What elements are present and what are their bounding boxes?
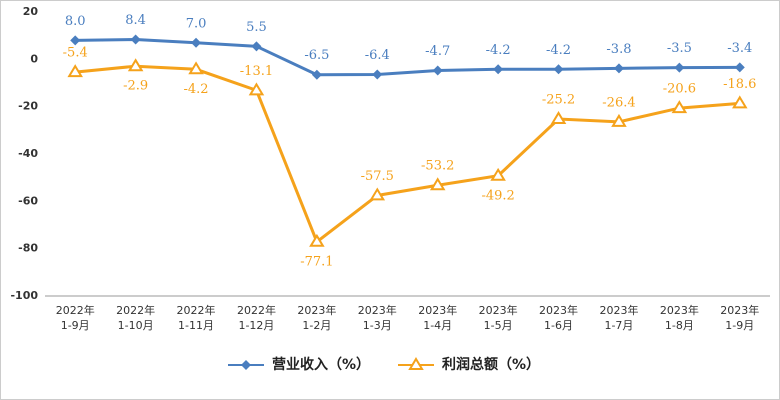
point [67, 64, 83, 78]
point [251, 41, 262, 52]
data-label: -3.5 [667, 41, 692, 56]
point [248, 82, 265, 96]
y-tick-label: -100 [10, 289, 38, 302]
x-tick-label: 2023年 1-8月 [660, 303, 699, 332]
data-label: -4.2 [184, 82, 209, 97]
y-tick-label: -20 [18, 100, 38, 113]
point [674, 62, 685, 73]
data-label: 7.0 [186, 16, 207, 31]
point [372, 69, 383, 80]
data-label: -77.1 [300, 254, 333, 269]
data-label: -4.2 [486, 43, 511, 58]
data-label: -53.2 [421, 159, 454, 174]
point [369, 187, 386, 201]
data-label: -2.9 [123, 79, 148, 94]
data-label: -4.2 [546, 43, 571, 58]
point [671, 100, 688, 114]
point [191, 37, 202, 48]
x-tick-label: 2023年 1-3月 [358, 303, 397, 332]
point [241, 360, 251, 370]
data-label: -49.2 [481, 188, 514, 203]
point [127, 58, 144, 72]
x-tick-label: 2022年 1-10月 [116, 303, 155, 332]
point [311, 69, 322, 80]
data-label: -25.2 [542, 92, 575, 107]
data-label: -57.5 [361, 169, 394, 184]
data-label: -6.5 [304, 48, 329, 63]
point [309, 233, 325, 247]
y-tick-label: 0 [30, 52, 38, 65]
line [75, 37, 740, 77]
legend-item: 利润总额（%） [398, 356, 540, 373]
point [553, 64, 564, 75]
data-label: -5.4 [63, 46, 88, 61]
line [75, 64, 740, 245]
y-tick-label: -80 [18, 242, 38, 255]
point [611, 113, 627, 127]
legend-label: 利润总额（%） [442, 356, 540, 373]
x-tick-label: 2023年 1-4月 [418, 303, 457, 332]
data-label: 8.0 [65, 14, 86, 29]
data-label: -20.6 [663, 82, 696, 97]
data-label: -6.4 [365, 48, 390, 63]
y-tick-label: -40 [18, 147, 38, 160]
point [613, 63, 624, 74]
legend-item: 营业收入（%） [228, 356, 370, 373]
data-label: -3.4 [727, 41, 752, 56]
point [493, 64, 504, 75]
point [734, 62, 745, 73]
legend-label: 营业收入（%） [272, 356, 370, 373]
x-tick-label: 2023年 1-2月 [297, 303, 336, 332]
data-label: 5.5 [246, 20, 267, 35]
data-label: -4.7 [425, 44, 450, 59]
x-tick-label: 2023年 1-6月 [539, 303, 578, 332]
point [429, 177, 446, 191]
x-tick-label: 2022年 1-11月 [177, 303, 216, 332]
y-tick-label: 20 [23, 5, 39, 18]
point [732, 95, 748, 109]
data-label: -3.8 [606, 42, 631, 57]
point [550, 111, 567, 124]
series: -5.4 -2.9 -4.2 -13.1 -77.1 -57.5 -53.2 -49.2 -25… [63, 46, 757, 270]
point [408, 357, 424, 370]
data-label: -13.1 [240, 64, 273, 79]
data-label: -18.6 [723, 77, 756, 92]
data-label: 8.4 [125, 13, 146, 28]
x-tick-label: 2022年 1-12月 [237, 303, 276, 332]
point [432, 65, 443, 76]
x-tick-label: 2023年 1-5月 [479, 303, 518, 332]
series: 8.0 8.4 7.0 5.5 -6.5 -6.4 -4.7 -4.2 -4.2 -3.8 -3.5… [65, 13, 752, 80]
point [130, 34, 141, 45]
x-tick-label: 2023年 1-9月 [720, 303, 759, 332]
point [70, 35, 81, 46]
data-label: -26.4 [602, 95, 635, 110]
y-tick-label: -60 [18, 194, 38, 207]
point [490, 167, 506, 181]
x-tick-label: 2022年 1-9月 [56, 303, 95, 332]
x-tick-label: 2023年 1-7月 [599, 303, 638, 332]
point [188, 61, 204, 75]
